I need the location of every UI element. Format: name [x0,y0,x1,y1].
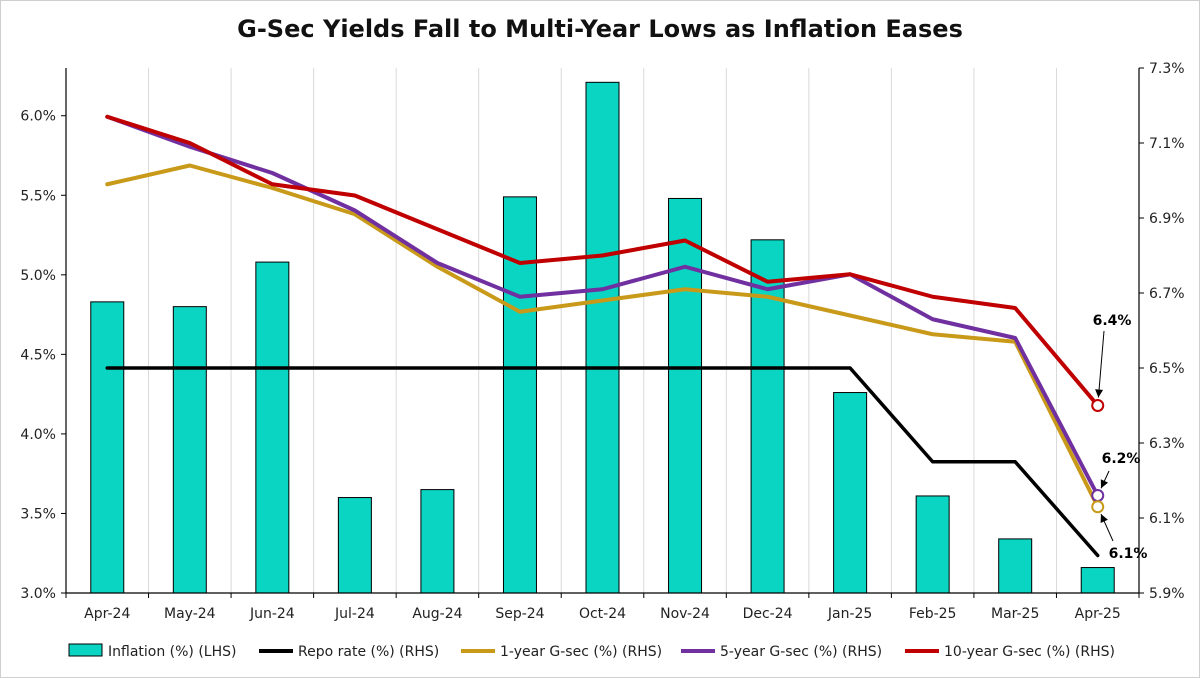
left-tick-label: 5.0% [20,268,56,284]
legend-label-inflation-lhs: Inflation (%) (LHS) [108,644,236,660]
legend-label-5-year-g-sec-rhs: 5-year G-sec (%) (RHS) [720,644,882,660]
legend-label-10-year-g-sec-rhs: 10-year G-sec (%) (RHS) [944,644,1115,660]
right-tick-label: 7.1% [1149,136,1185,152]
repo-rate-rhs-line [105,366,1100,558]
x-tick-label-sep-24: Sep-24 [495,606,544,622]
left-tick-label: 4.0% [20,427,56,443]
annotation-label-6-1: 6.1% [1109,546,1148,562]
legend-label-1-year-g-sec-rhs: 1-year G-sec (%) (RHS) [500,644,662,660]
inflation-bar-nov-24 [668,197,703,594]
1-year-g-sec-rhs-end-marker [1091,500,1105,514]
x-tick-label-jun-24: Jun-24 [249,606,295,622]
inflation-bar-oct-24 [585,81,620,594]
inflation-bar-jan-25 [833,392,868,594]
right-tick-label: 6.5% [1149,361,1185,377]
inflation-bar-jun-24 [255,261,290,594]
x-tick-label-oct-24: Oct-24 [579,606,626,622]
right-tick-label: 6.9% [1149,211,1185,227]
inflation-bar-may-24 [172,306,207,594]
chart-title: G-Sec Yields Fall to Multi-Year Lows as … [237,15,963,43]
left-tick-label: 6.0% [20,109,56,125]
inflation-bar-apr-24 [90,301,125,594]
annotation-arrow-line [1097,330,1105,398]
right-tick-label: 6.1% [1149,511,1185,527]
legend-label-repo-rate-rhs: Repo rate (%) (RHS) [298,644,439,660]
annotations: 6.4% 6.2% 6.1% [1091,313,1148,562]
1-year-g-sec-rhs-line [105,163,1100,509]
x-tick-label-apr-24: Apr-24 [84,606,130,622]
annotation-label-6-2: 6.2% [1102,451,1141,467]
annotation-arrow-head [1100,479,1109,489]
axes: 3.0% 3.5% 4.0% 4.5% 5.0% 5.5% 6.0% 5.9% 6.1% 6.3%… [20,61,1184,622]
x-tick-label-jan-25: Jan-25 [827,606,872,622]
inflation-bar-apr-25 [1080,567,1115,594]
series-lines [105,114,1100,558]
x-tick-label-nov-24: Nov-24 [660,606,710,622]
inflation-bar-jul-24 [337,497,372,594]
annotation-arrow-head [1095,389,1104,398]
x-tick-label-may-24: May-24 [164,606,216,622]
x-tick-label-jul-24: Jul-24 [334,606,375,622]
right-tick-label: 7.3% [1149,61,1185,77]
x-tick-label-dec-24: Dec-24 [743,606,793,622]
10-year-g-sec-rhs-line [105,114,1100,408]
right-tick-label: 6.3% [1149,436,1185,452]
x-tick-label-feb-25: Feb-25 [909,606,957,622]
inflation-bar-aug-24 [420,489,455,594]
left-tick-label: 4.5% [20,347,56,363]
legend: Inflation (%) (LHS) Repo rate (%) (RHS) 1-… [68,643,1115,660]
inflation-bar-feb-25 [915,495,950,594]
left-tick-label: 3.5% [20,506,56,522]
inflation-bar-mar-25 [998,538,1033,594]
10-year-g-sec-rhs-end-marker [1091,399,1105,412]
left-tick-label: 5.5% [20,188,56,204]
right-tick-label: 5.9% [1149,586,1185,602]
x-tick-label-mar-25: Mar-25 [991,606,1039,622]
annotation-label-6-4: 6.4% [1093,313,1132,329]
x-tick-label-apr-25: Apr-25 [1075,606,1121,622]
inflation-bar-dec-24 [750,239,785,594]
5-year-g-sec-rhs-line [105,114,1100,498]
annotation-arrow-head [1100,514,1108,523]
right-tick-label: 6.7% [1149,286,1185,302]
x-tick-label-aug-24: Aug-24 [412,606,462,622]
legend-swatch-inflation [68,643,103,657]
5-year-g-sec-rhs-end-marker [1091,489,1105,502]
left-tick-label: 3.0% [20,586,56,602]
